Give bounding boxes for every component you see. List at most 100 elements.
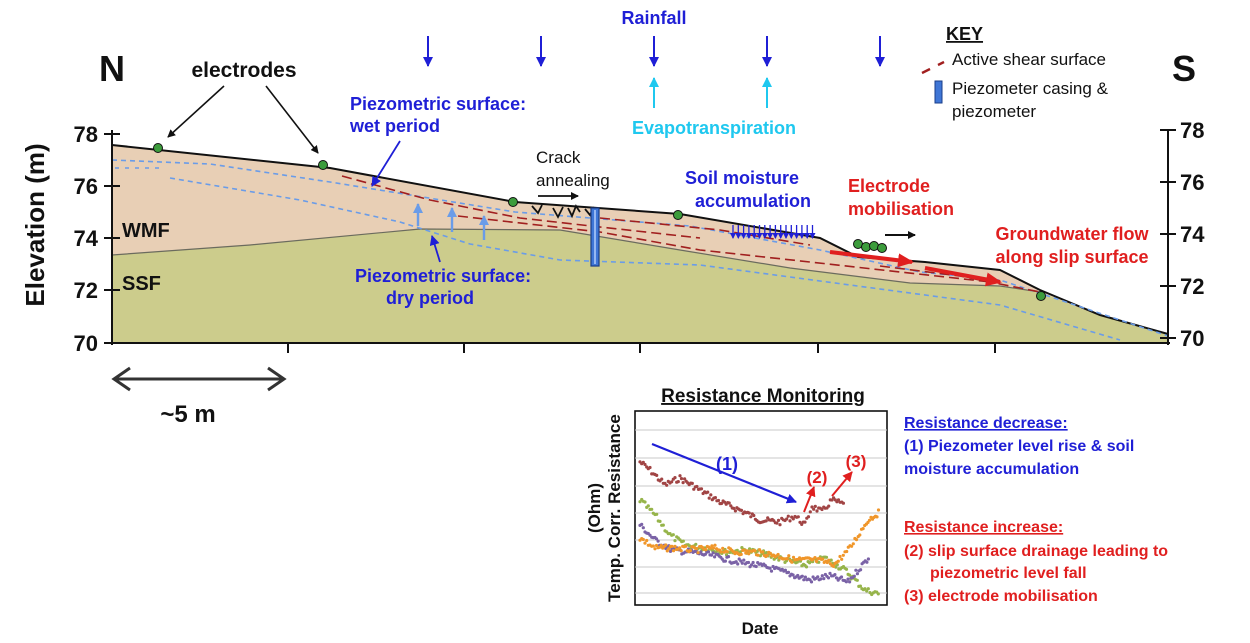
resistance-point	[852, 574, 856, 578]
resistance-point	[732, 506, 736, 510]
resistance-point	[791, 573, 795, 577]
resistance-point	[699, 550, 703, 554]
north-label: N	[99, 48, 125, 89]
resistance-point	[876, 592, 880, 596]
resistance-point	[787, 554, 791, 558]
electrodes-pointer-arrow	[265, 85, 319, 154]
resistance-point	[681, 539, 685, 543]
resistance-point	[655, 512, 659, 516]
resistance-point	[840, 557, 844, 561]
y-tick-label: 72	[74, 278, 98, 303]
electrode	[877, 243, 887, 253]
resistance-point	[641, 526, 645, 530]
resistance-point	[688, 548, 693, 553]
resistance-point	[749, 515, 753, 519]
right-y-tick-label: 74	[1180, 222, 1205, 247]
resistance-point	[640, 522, 644, 527]
resistance-point	[804, 565, 809, 569]
resistance-point	[867, 518, 872, 522]
resistance-point	[683, 477, 687, 481]
groundwater-flow-arrow	[924, 266, 1002, 287]
resistance-point	[690, 481, 694, 485]
resistance-point	[858, 584, 863, 588]
resistance-point	[734, 560, 738, 564]
piezometric-wet-pointer	[371, 140, 401, 187]
resistance-point	[752, 513, 756, 518]
electrodes-pointer-arrow	[167, 85, 225, 138]
resistance-point	[706, 490, 710, 494]
resistance-point	[736, 562, 740, 566]
decrease-title: Resistance decrease:	[904, 415, 1068, 432]
decrease-note: moisture accumulation	[904, 461, 1079, 478]
resistance-point	[865, 560, 869, 564]
resistance-point	[668, 549, 673, 554]
resistance-point	[739, 508, 744, 512]
piezometric-wet-label: wet period	[349, 116, 440, 136]
resistance-point	[713, 543, 717, 547]
scale-bar-label: ~5 m	[160, 401, 215, 428]
resistance-point	[726, 555, 731, 559]
resistance-point	[654, 543, 659, 548]
resistance-point	[650, 507, 654, 511]
resistance-point	[659, 543, 663, 548]
resistance-point	[721, 546, 725, 551]
right-y-tick-label: 78	[1180, 118, 1204, 143]
right-elevation-axis	[1160, 129, 1176, 345]
inset-ylabel: Temp. Corr. Resistance	[605, 414, 624, 602]
ssf-label: SSF	[122, 273, 161, 295]
electrodes-label: electrodes	[191, 59, 296, 82]
groundwater-flow-label: Groundwater flow	[996, 224, 1150, 244]
resistance-point	[785, 557, 789, 561]
key-shear-swatch	[921, 67, 931, 75]
resistance-point	[707, 496, 711, 500]
resistance-point	[742, 558, 746, 562]
piezometric-dry-label: dry period	[386, 288, 474, 308]
evapotranspiration-label: Evapotranspiration	[632, 118, 796, 138]
resistance-point	[815, 509, 819, 513]
resistance-point	[638, 500, 642, 504]
resistance-point	[694, 542, 698, 546]
piezometric-dry-label: Piezometric surface:	[355, 266, 531, 286]
resistance-point	[838, 554, 842, 559]
inset-marker-2: (2)	[807, 468, 828, 487]
resistance-point	[723, 559, 728, 563]
resistance-point	[788, 519, 792, 523]
resistance-increase-arrow-3	[831, 471, 853, 497]
south-label: S	[1172, 48, 1196, 89]
resistance-point	[851, 542, 855, 546]
resistance-point	[803, 520, 807, 524]
resistance-point	[876, 508, 881, 512]
resistance-point	[861, 527, 865, 531]
resistance-point	[681, 481, 685, 485]
key-piezometer-label: piezometer	[952, 102, 1036, 121]
resistance-point	[844, 567, 849, 571]
y-tick-label: 74	[74, 226, 99, 251]
resistance-point	[673, 544, 677, 549]
resistance-point	[786, 514, 790, 518]
resistance-point	[711, 546, 716, 550]
resistance-point	[648, 465, 652, 470]
resistance-point	[839, 575, 844, 579]
y-tick-label: 78	[74, 122, 98, 147]
evapotranspiration-arrows	[649, 77, 772, 108]
resistance-point	[844, 580, 849, 584]
resistance-point	[785, 517, 789, 521]
resistance-point	[671, 533, 675, 537]
resistance-point	[667, 547, 671, 551]
key-piezometer-label: Piezometer casing &	[952, 79, 1109, 98]
resistance-decrease-arrow	[651, 442, 797, 504]
resistance-point	[679, 477, 684, 481]
resistance-point	[684, 544, 688, 548]
inset-marker-1: (1)	[716, 454, 738, 474]
resistance-point	[826, 576, 831, 580]
elevation-axis-label: Elevation (m)	[20, 143, 50, 306]
resistance-point	[813, 556, 817, 560]
resistance-point	[656, 539, 660, 543]
piezometric-wet-label: Piezometric surface:	[350, 94, 526, 114]
resistance-point	[753, 549, 757, 553]
resistance-point	[802, 578, 806, 582]
rising-water-table-arrows	[413, 203, 489, 240]
resistance-point	[725, 550, 729, 554]
resistance-point	[796, 573, 800, 578]
